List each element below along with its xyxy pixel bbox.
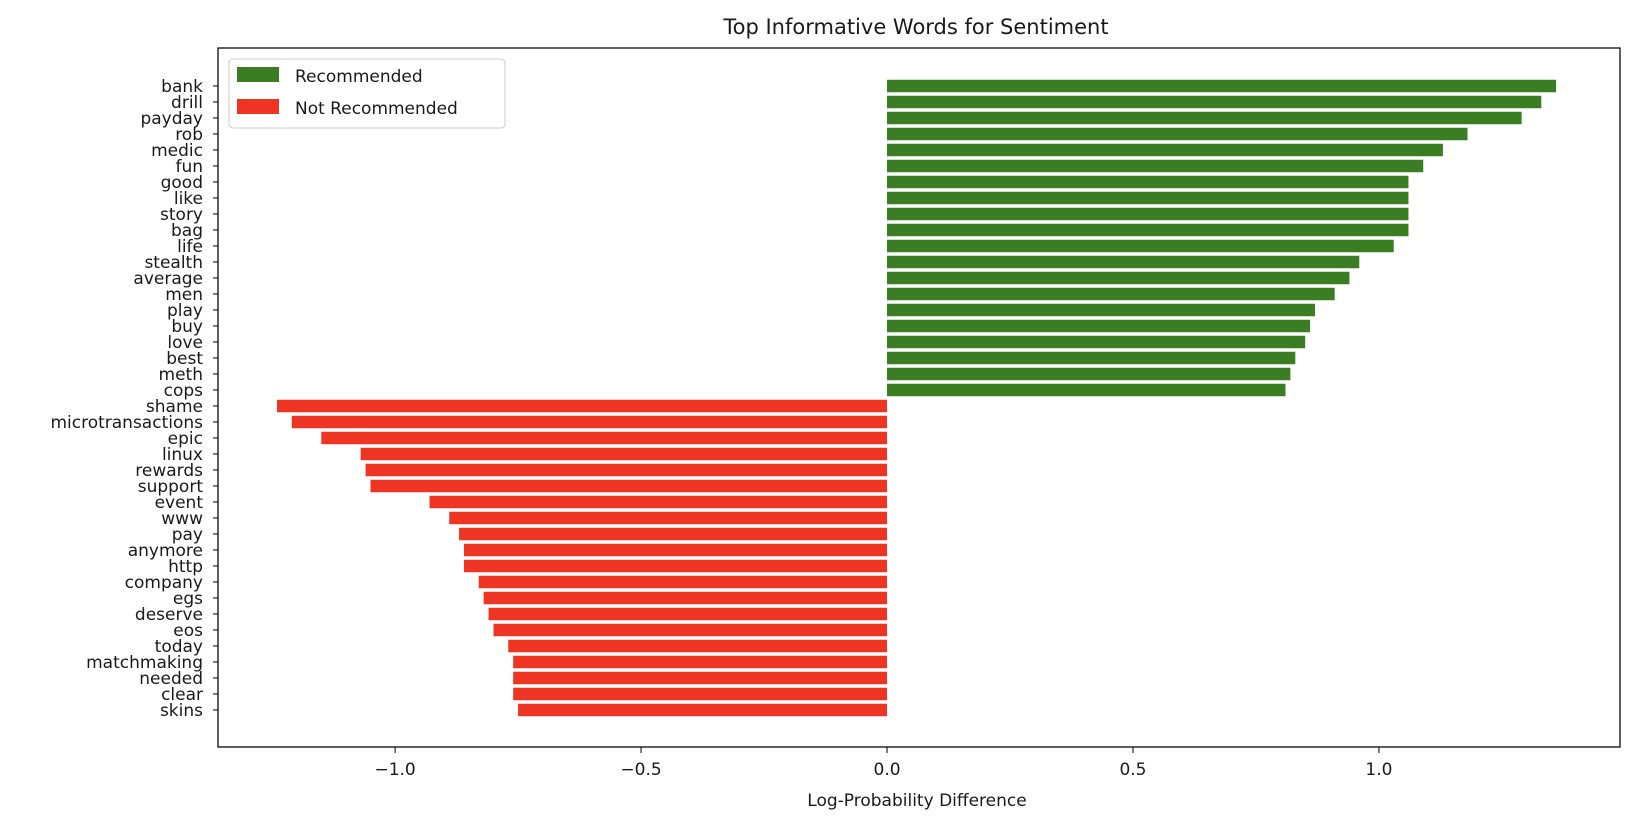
y-tick-label-egs: egs xyxy=(173,589,203,609)
bar-shame xyxy=(277,399,888,413)
y-tick-label-matchmaking: matchmaking xyxy=(86,653,203,673)
y-tick-label-average: average xyxy=(133,269,203,289)
y-tick-label-drill: drill xyxy=(171,93,203,113)
bar-men xyxy=(887,287,1335,301)
y-tick-label-shame: shame xyxy=(146,397,203,417)
legend-label-recommended: Recommended xyxy=(295,67,423,87)
x-tick-label: 0.5 xyxy=(1119,760,1146,780)
bar-good xyxy=(887,175,1409,189)
bar-matchmaking xyxy=(513,655,888,669)
y-tick-label-cops: cops xyxy=(164,381,204,401)
x-tick-label: 0.0 xyxy=(874,760,901,780)
chart-title: Top Informative Words for Sentiment xyxy=(722,15,1108,39)
bar-life xyxy=(887,239,1394,253)
y-tick-label-buy: buy xyxy=(171,317,203,337)
y-tick-label-linux: linux xyxy=(162,445,203,465)
bar-today xyxy=(508,639,888,653)
legend: Recommended Not Recommended xyxy=(228,58,506,129)
y-tick-label-deserve: deserve xyxy=(135,605,203,625)
y-tick-label-medic: medic xyxy=(151,141,203,161)
y-tick-label-like: like xyxy=(174,189,203,209)
bar-anymore xyxy=(463,543,888,557)
bar-stealth xyxy=(887,255,1360,269)
legend-swatch-recommended xyxy=(237,67,279,82)
bar-rob xyxy=(887,127,1468,141)
bar-clear xyxy=(513,687,888,701)
bar-linux xyxy=(360,447,888,461)
legend-label-not-recommended: Not Recommended xyxy=(295,99,458,119)
y-tick-label-play: play xyxy=(167,301,203,321)
bar-eos xyxy=(493,623,888,637)
bar-bank xyxy=(887,79,1557,93)
x-tick-label: −1.0 xyxy=(374,760,415,780)
y-tick-label-microtransactions: microtransactions xyxy=(50,413,203,433)
bar-play xyxy=(887,303,1316,317)
bar-company xyxy=(478,575,888,589)
y-tick-label-today: today xyxy=(155,637,203,657)
bars xyxy=(277,79,1557,717)
y-tick-label-meth: meth xyxy=(159,365,203,385)
bar-drill xyxy=(887,95,1542,109)
bar-like xyxy=(887,191,1409,205)
y-tick-label-anymore: anymore xyxy=(128,541,203,561)
y-tick-label-event: event xyxy=(155,493,204,513)
y-tick-label-skins: skins xyxy=(160,701,203,721)
plot-area-frame xyxy=(217,47,1621,748)
legend-swatch-not-recommended xyxy=(237,99,279,114)
bar-fun xyxy=(887,159,1424,173)
y-tick-label-payday: payday xyxy=(140,109,203,129)
y-axis-labels: bankdrillpaydayrobmedicfungoodlikestoryb… xyxy=(50,77,218,721)
y-tick-label-bag: bag xyxy=(171,221,203,241)
y-tick-label-bank: bank xyxy=(161,77,203,97)
y-tick-label-needed: needed xyxy=(139,669,203,689)
y-tick-label-best: best xyxy=(166,349,203,369)
bar-story xyxy=(887,207,1409,221)
bar-payday xyxy=(887,111,1522,125)
bar-cops xyxy=(887,383,1286,397)
x-tick-label: −0.5 xyxy=(620,760,661,780)
y-tick-label-pay: pay xyxy=(172,525,203,545)
bar-support xyxy=(370,479,888,493)
bar-pay xyxy=(459,527,888,541)
bar-medic xyxy=(887,143,1443,157)
bar-egs xyxy=(483,591,888,605)
bar-meth xyxy=(887,367,1291,381)
y-tick-label-www: www xyxy=(161,509,203,529)
y-tick-label-story: story xyxy=(160,205,203,225)
y-tick-label-rewards: rewards xyxy=(135,461,203,481)
y-tick-label-clear: clear xyxy=(161,685,203,705)
bar-average xyxy=(887,271,1350,285)
y-tick-label-men: men xyxy=(165,285,203,305)
bar-deserve xyxy=(488,607,888,621)
y-tick-label-life: life xyxy=(177,237,203,257)
x-axis-ticks: −1.0 −0.5 0.0 0.5 1.0 xyxy=(374,747,1392,780)
bar-microtransactions xyxy=(291,415,888,429)
bar-best xyxy=(887,351,1296,365)
x-tick-label: 1.0 xyxy=(1365,760,1392,780)
bar-love xyxy=(887,335,1306,349)
bar-needed xyxy=(513,671,888,685)
bar-epic xyxy=(321,431,888,445)
y-tick-label-http: http xyxy=(168,557,203,577)
bar-buy xyxy=(887,319,1311,333)
bar-bag xyxy=(887,223,1409,237)
bar-www xyxy=(449,511,888,525)
y-tick-label-epic: epic xyxy=(168,429,203,449)
y-tick-label-love: love xyxy=(167,333,203,353)
y-tick-label-company: company xyxy=(125,573,203,593)
y-tick-label-rob: rob xyxy=(175,125,203,145)
bar-rewards xyxy=(365,463,888,477)
y-tick-label-fun: fun xyxy=(175,157,203,177)
bar-event xyxy=(429,495,888,509)
x-axis-label: Log-Probability Difference xyxy=(807,791,1026,811)
y-tick-label-stealth: stealth xyxy=(144,253,203,273)
y-tick-label-eos: eos xyxy=(173,621,203,641)
y-tick-label-support: support xyxy=(138,477,204,497)
legend-box xyxy=(228,58,506,129)
y-tick-label-good: good xyxy=(161,173,203,193)
bar-skins xyxy=(518,703,888,717)
bar-http xyxy=(463,559,888,573)
